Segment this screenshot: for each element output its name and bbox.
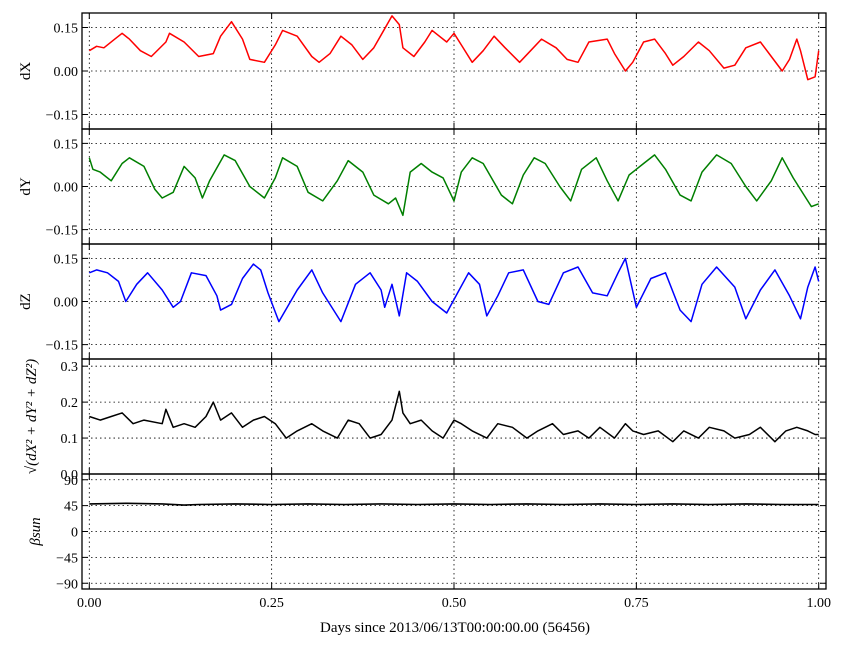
panel-frame <box>81 358 827 475</box>
y-tick-label: 0.00 <box>54 65 79 80</box>
x-tick-label: 0.25 <box>259 596 284 611</box>
y-axis-title-panel-4: √(dX² + dY² + dZ²) <box>24 359 40 474</box>
panel-frame <box>81 473 827 590</box>
x-tick-label: 0.00 <box>77 596 102 611</box>
y-tick-label: −0.15 <box>46 109 78 124</box>
y-axis-title-panel-1: dX <box>18 62 34 81</box>
panel-4: 0.0 0.1 0.2 0.3 √(dX² + dY² + dZ²) <box>24 358 827 483</box>
y-tick-label: 0.0 <box>61 468 79 483</box>
panel-frame <box>81 128 827 245</box>
y-axis-title-panel-2: dY <box>18 177 34 196</box>
series-line-panel-4 <box>89 390 819 443</box>
y-tick-label: 0.3 <box>61 360 79 375</box>
panel-frame <box>81 243 827 360</box>
panel-frame <box>81 12 827 130</box>
x-tick-label: 1.00 <box>806 596 831 611</box>
y-tick-label: −90 <box>56 577 78 592</box>
panel-3: −0.15 0.00 0.15 dZ <box>18 243 827 360</box>
y-tick-label: −45 <box>56 551 78 566</box>
y-tick-label: −0.15 <box>46 224 78 239</box>
y-tick-label: 0.15 <box>54 22 79 37</box>
series-line-panel-2 <box>88 154 819 217</box>
chart-panels: −0.150.000.15dX−0.150.000.15dY−0.150.000… <box>18 12 831 611</box>
x-axis-title: Days since 2013/06/13T00:00:00.00 (56456… <box>320 620 590 636</box>
y-tick-label: 0.2 <box>61 396 79 411</box>
y-axis-title-panel-3: dZ <box>18 293 34 310</box>
series-line-panel-3 <box>89 257 820 323</box>
y-tick-label: 0.00 <box>54 181 79 196</box>
x-tick-label: 0.75 <box>624 596 649 611</box>
y-tick-label: 0.1 <box>61 432 79 447</box>
series-line-panel-5 <box>89 502 819 506</box>
x-tick-label: 0.50 <box>442 596 467 611</box>
y-tick-label: 90 <box>64 474 78 489</box>
panel-2: −0.15 0.00 0.15 dY <box>18 128 827 245</box>
y-tick-label: 0.00 <box>54 296 79 311</box>
y-tick-label: 45 <box>64 500 78 515</box>
series-line-panel-1 <box>88 15 820 81</box>
y-tick-label: 0.15 <box>54 137 79 152</box>
panel-5: −90 −45 0 45 90 βsun <box>28 473 827 592</box>
y-tick-label: 0.15 <box>54 252 79 267</box>
y-axis-title-panel-5: βsun <box>28 517 44 546</box>
y-tick-label: 0 <box>71 526 78 541</box>
panel-1: −0.15 0.00 0.15 dX <box>18 12 827 130</box>
y-tick-label: −0.15 <box>46 339 78 354</box>
